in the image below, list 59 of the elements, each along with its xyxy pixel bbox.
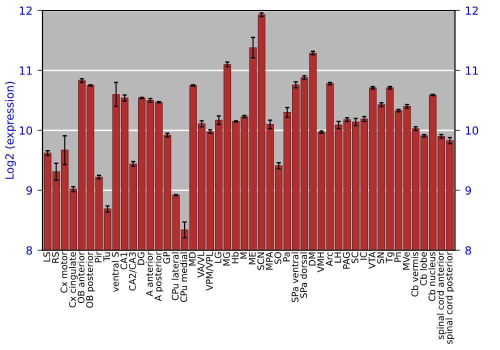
y-tick-label: 8 [26, 246, 32, 255]
y-tick-label: 9 [26, 186, 32, 195]
y2-tick-label: 12 [466, 6, 478, 15]
x-tick-label: Cx motor [60, 252, 68, 293]
x-tick-label: OB posterior [86, 252, 95, 308]
x-tick-label: CA2/CA3 [129, 252, 137, 291]
x-tick-label: VMH [317, 252, 324, 272]
x-tick-label: PAG [342, 252, 350, 269]
x-tick-label: LG [214, 252, 222, 263]
x-tick-label: M [240, 252, 247, 259]
x-tick-label: LS [43, 252, 50, 262]
x-tick-label: Cb vermis [411, 252, 418, 296]
x-tick-label: Tg [386, 252, 394, 263]
x-tick-label: MVe [402, 252, 410, 270]
x-tick-label: CA1 [120, 252, 128, 270]
x-tick-label: A anterior [146, 252, 153, 296]
x-tick-label: SO [274, 252, 282, 264]
x-tick-label: Pn [394, 252, 402, 262]
x-tick-label: ventral S [112, 252, 119, 292]
x-tick-label: IC [360, 252, 367, 260]
y2-tick-label: 10 [466, 126, 478, 135]
x-tick-label: MPA [266, 252, 273, 270]
x-tick-label: spinal cord anterior [436, 252, 446, 340]
x-tick-label: SPa dorsal [300, 252, 307, 298]
x-tick-label: GP [163, 252, 170, 264]
x-tick-label: SPa ventral [291, 252, 298, 302]
x-tick-label: Tu [103, 252, 110, 262]
x-tick-label: MG [223, 252, 230, 266]
x-tick-label: DM [308, 252, 316, 266]
x-tick-label: Pir [94, 252, 102, 262]
x-tick-label: SN [377, 252, 384, 264]
x-tick-label: A posterior [154, 252, 164, 302]
x-tick-label: spinal cord posterior [445, 252, 454, 344]
x-tick-label: DG [138, 252, 144, 265]
x-tick-label: CPu lateral [172, 252, 179, 300]
x-tick-label: OB anterior [78, 252, 84, 304]
y-tick-label: 11 [20, 66, 32, 75]
x-tick-label: LH [334, 252, 342, 263]
x-tick-label: MD [189, 252, 196, 266]
x-tick-label: SC [352, 252, 358, 264]
y-tick-label: 10 [20, 126, 32, 135]
x-tick-label: CPu medial [180, 252, 188, 302]
x-tick-label: ME [248, 252, 256, 264]
x-tick-label: Cb nucleus [428, 252, 436, 301]
x-tick-label: Arc [326, 252, 333, 266]
y-tick-label: 12 [20, 6, 32, 15]
x-tick-label: Hb [232, 252, 239, 264]
y-axis-title: Log2 (expression) [5, 82, 16, 179]
y2-tick-label: 8 [465, 246, 472, 255]
y2-tick-label: 11 [466, 66, 478, 75]
x-tick-label: Pa [283, 252, 290, 262]
x-tick-label: VA/VL [198, 252, 206, 278]
x-tick-label: VTA [368, 252, 376, 269]
x-tick-label: Cx cingulate [68, 252, 78, 308]
y2-tick-label: 9 [465, 186, 472, 195]
x-tick-label: SCN [257, 252, 264, 270]
x-tick-label: Cb lobe [420, 252, 427, 286]
x-tick-label: RS [52, 252, 59, 263]
x-tick-label: VPM/VPL [206, 252, 214, 291]
